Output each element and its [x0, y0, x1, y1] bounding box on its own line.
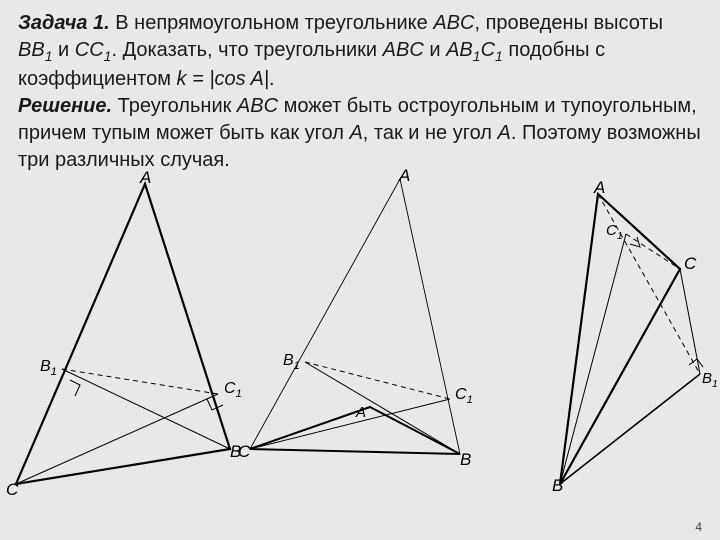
d3-B: B	[552, 476, 563, 496]
d3-B1: B1	[702, 370, 718, 390]
d3-C: C	[684, 254, 696, 274]
d1-C1: C1	[224, 380, 242, 400]
d2-A1: A	[356, 404, 366, 421]
d2-C: C	[238, 442, 250, 462]
d3-A: A	[594, 178, 605, 198]
d2-A-top: A	[399, 166, 410, 186]
d2-B1: B1	[283, 352, 300, 372]
d2-C1: C1	[455, 386, 473, 406]
task-label: Задача 1.	[18, 12, 110, 34]
d1-A: A	[140, 168, 151, 188]
d2-B: B	[460, 450, 471, 470]
diagram-3	[560, 194, 703, 484]
solution-label: Решение.	[18, 95, 112, 117]
diagram-2	[250, 179, 460, 454]
d1-B1: B1	[40, 358, 57, 378]
d3-C1: C1	[606, 222, 623, 242]
diagrams: A B C B1 C1 A B C A B1 C1 A B C B1 C1	[0, 174, 720, 504]
page-number: 4	[695, 520, 702, 534]
formula: k = |cos A|	[177, 68, 269, 90]
problem-text: Задача 1. В непрямоугольном треугольнике…	[0, 0, 720, 174]
d1-C: C	[6, 480, 18, 500]
diagram-1	[16, 184, 230, 484]
